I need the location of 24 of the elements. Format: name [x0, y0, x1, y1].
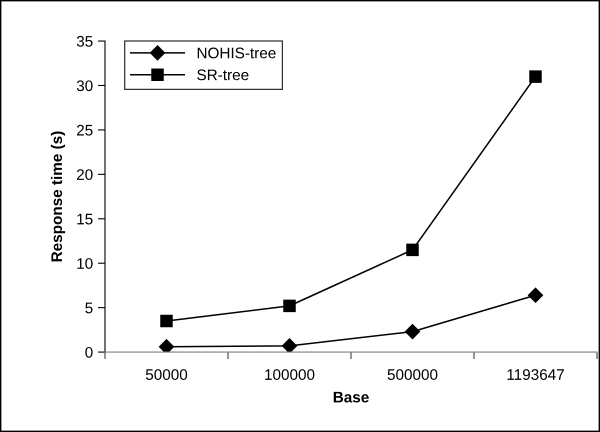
point [282, 338, 298, 352]
point [283, 300, 296, 312]
point [158, 339, 174, 352]
point [404, 324, 420, 340]
y-tick-label: 10 [77, 258, 93, 269]
legend-label: NOHIS-tree [198, 48, 276, 58]
y-tick-label: 25 [76, 124, 93, 136]
x-tick-label: 50000 [146, 369, 188, 380]
x-tick-label: 100000 [265, 369, 314, 380]
y-tick-label: 5 [85, 302, 93, 314]
y-tick-label: 0 [85, 346, 93, 358]
x-tick-label: 1193647 [507, 369, 564, 380]
y-tick-label: 15 [77, 214, 93, 224]
point [529, 70, 542, 83]
y-tick-label: 30 [76, 80, 93, 92]
point [528, 288, 544, 303]
point [406, 244, 419, 256]
x-tick-label: 500000 [388, 369, 438, 380]
y-axis-title: Response time (s) [50, 132, 66, 262]
x-axis-title: Base [334, 392, 369, 403]
legend-label: SR-tree [197, 69, 248, 80]
point [160, 314, 173, 328]
y-tick-label: 35 [76, 36, 93, 47]
y-tick-label: 20 [76, 169, 93, 180]
